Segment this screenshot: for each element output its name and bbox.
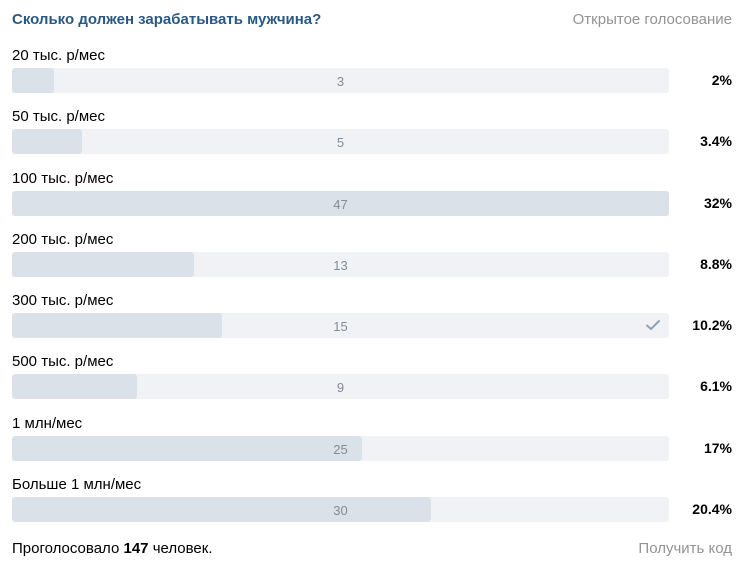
answer-label: 1 млн/мес (12, 414, 83, 432)
answer-bar-fill (12, 435, 362, 461)
poll-vote-type: Открытое голосование (572, 11, 732, 28)
answer-bar-fill (12, 68, 55, 93)
poll-answer: Больше 1 млн/мес 30 20.4% (12, 474, 736, 535)
poll-answer: 50 тыс. р/мес 5 3.4% (12, 106, 736, 167)
poll-answer: 100 тыс. р/мес 47 32% (12, 168, 736, 229)
answer-bar[interactable]: 15 (12, 313, 669, 339)
answer-count: 3 (336, 74, 345, 89)
answer-percent: 8.8% (700, 255, 732, 272)
answer-label: 100 тыс. р/мес (12, 169, 114, 187)
answer-bar[interactable]: 13 (12, 251, 669, 277)
answer-label: Больше 1 млн/мес (12, 476, 142, 494)
answer-bar[interactable]: 9 (12, 374, 669, 400)
poll-answer: 1 млн/мес 25 17% (12, 413, 736, 474)
answer-bar-fill (12, 251, 194, 277)
answer-bar[interactable]: 47 (12, 190, 669, 216)
answer-label: 50 тыс. р/мес (12, 108, 106, 126)
answer-percent: 6.1% (700, 378, 732, 395)
answer-percent: 10.2% (692, 317, 732, 334)
answer-count: 5 (336, 135, 345, 151)
answer-bar-fill (12, 190, 669, 216)
poll-header: Сколько должен зарабатывать мужчина? Отк… (12, 11, 732, 31)
answer-count: 13 (333, 257, 348, 273)
answer-bar[interactable]: 25 (12, 435, 669, 461)
answer-bar[interactable]: 3 (12, 68, 669, 93)
answer-label: 500 тыс. р/мес (12, 353, 114, 371)
answer-percent: 2% (711, 72, 732, 88)
poll-answer: 300 тыс. р/мес 15 10.2% (12, 290, 736, 351)
answer-label: 300 тыс. р/мес (12, 292, 114, 310)
poll-answer: 200 тыс. р/мес 13 8.8% (12, 229, 736, 290)
get-code-link[interactable]: Получить код (638, 540, 732, 557)
answer-bar-fill (12, 374, 138, 400)
poll-answers: 20 тыс. р/мес 3 2% 50 тыс. р/мес 5 3.4% 100 ты… (12, 45, 736, 535)
poll-total: Проголосовало 147 человек. (12, 540, 212, 557)
answer-percent: 3.4% (700, 133, 732, 150)
total-prefix: Проголосовало (12, 540, 120, 557)
answer-count: 30 (333, 503, 348, 519)
answer-label: 200 тыс. р/мес (12, 230, 114, 248)
answer-percent: 20.4% (692, 501, 732, 518)
total-count: 147 (123, 540, 149, 557)
answer-bar-fill (12, 129, 82, 155)
answer-percent: 17% (703, 439, 732, 456)
answer-count: 15 (333, 319, 348, 335)
total-suffix: человек. (152, 540, 213, 557)
answer-bar[interactable]: 30 (12, 497, 669, 523)
answer-count: 25 (333, 441, 348, 457)
answer-bar-fill (12, 497, 432, 523)
answer-label: 20 тыс. р/мес (12, 47, 106, 64)
answer-count: 9 (336, 380, 345, 396)
answer-percent: 32% (703, 194, 732, 211)
poll-question: Сколько должен зарабатывать мужчина? (12, 11, 322, 28)
poll-answer: 500 тыс. р/мес 9 6.1% (12, 351, 736, 412)
answer-bar-fill (12, 313, 222, 339)
poll-answer: 20 тыс. р/мес 3 2% (12, 45, 736, 106)
answer-bar[interactable]: 5 (12, 129, 669, 155)
check-icon (646, 320, 660, 331)
poll-footer: Проголосовало 147 человек. Получить код (12, 540, 732, 560)
answer-count: 47 (333, 196, 348, 212)
